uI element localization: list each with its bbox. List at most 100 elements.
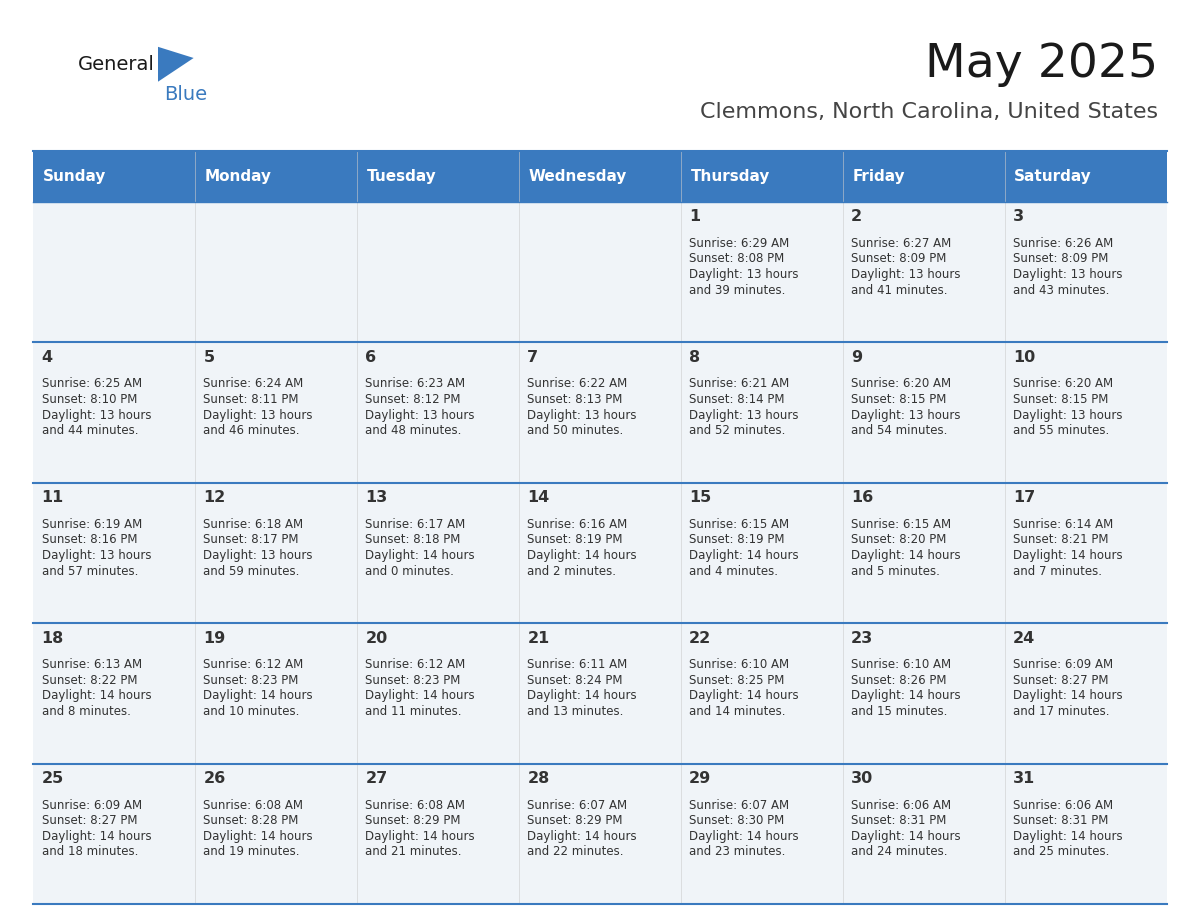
Text: Sunrise: 6:06 AM: Sunrise: 6:06 AM: [1013, 799, 1113, 812]
Bar: [681, 202, 842, 342]
Text: 19: 19: [203, 631, 226, 645]
Text: and 24 minutes.: and 24 minutes.: [851, 845, 948, 858]
Text: and 57 minutes.: and 57 minutes.: [42, 565, 138, 577]
Text: Sunrise: 6:26 AM: Sunrise: 6:26 AM: [1013, 237, 1113, 250]
Text: Sunday: Sunday: [43, 169, 106, 185]
Text: Daylight: 14 hours: Daylight: 14 hours: [203, 830, 314, 843]
Text: Daylight: 14 hours: Daylight: 14 hours: [851, 689, 961, 702]
Bar: [358, 623, 519, 764]
Text: Sunset: 8:20 PM: Sunset: 8:20 PM: [851, 533, 947, 546]
Text: Daylight: 14 hours: Daylight: 14 hours: [366, 689, 475, 702]
Bar: [1005, 342, 1167, 483]
Bar: [1005, 202, 1167, 342]
Text: Sunset: 8:12 PM: Sunset: 8:12 PM: [366, 393, 461, 406]
Text: Sunrise: 6:10 AM: Sunrise: 6:10 AM: [689, 658, 789, 671]
Text: Sunset: 8:15 PM: Sunset: 8:15 PM: [1013, 393, 1108, 406]
Text: 28: 28: [527, 771, 550, 786]
Text: 7: 7: [527, 350, 538, 364]
Text: 8: 8: [689, 350, 701, 364]
Text: Daylight: 14 hours: Daylight: 14 hours: [851, 830, 961, 843]
Text: Sunrise: 6:16 AM: Sunrise: 6:16 AM: [527, 518, 627, 531]
Text: Daylight: 13 hours: Daylight: 13 hours: [366, 409, 475, 421]
Text: and 44 minutes.: and 44 minutes.: [42, 424, 138, 437]
Text: Daylight: 13 hours: Daylight: 13 hours: [1013, 409, 1123, 421]
Text: Sunset: 8:29 PM: Sunset: 8:29 PM: [527, 814, 623, 827]
Text: and 0 minutes.: and 0 minutes.: [366, 565, 454, 577]
Text: Sunrise: 6:06 AM: Sunrise: 6:06 AM: [851, 799, 952, 812]
Text: Daylight: 14 hours: Daylight: 14 hours: [527, 689, 637, 702]
Text: Daylight: 13 hours: Daylight: 13 hours: [42, 409, 151, 421]
Bar: [33, 623, 195, 764]
Text: Sunrise: 6:14 AM: Sunrise: 6:14 AM: [1013, 518, 1113, 531]
Text: 27: 27: [366, 771, 387, 786]
Text: Sunrise: 6:19 AM: Sunrise: 6:19 AM: [42, 518, 141, 531]
Text: Sunset: 8:29 PM: Sunset: 8:29 PM: [366, 814, 461, 827]
Text: 11: 11: [42, 490, 64, 505]
Bar: [358, 483, 519, 623]
Text: General: General: [77, 55, 154, 73]
Text: Daylight: 14 hours: Daylight: 14 hours: [1013, 689, 1123, 702]
Text: Sunset: 8:09 PM: Sunset: 8:09 PM: [851, 252, 947, 265]
Text: Daylight: 14 hours: Daylight: 14 hours: [42, 830, 151, 843]
Text: Daylight: 13 hours: Daylight: 13 hours: [851, 409, 961, 421]
Text: 18: 18: [42, 631, 64, 645]
Text: 13: 13: [366, 490, 387, 505]
Text: Daylight: 14 hours: Daylight: 14 hours: [203, 689, 314, 702]
Bar: [195, 623, 358, 764]
Text: Sunset: 8:19 PM: Sunset: 8:19 PM: [689, 533, 785, 546]
Text: Sunset: 8:14 PM: Sunset: 8:14 PM: [689, 393, 785, 406]
Text: Daylight: 13 hours: Daylight: 13 hours: [203, 409, 312, 421]
Text: Sunset: 8:24 PM: Sunset: 8:24 PM: [527, 674, 623, 687]
Text: Sunrise: 6:29 AM: Sunrise: 6:29 AM: [689, 237, 790, 250]
Text: and 55 minutes.: and 55 minutes.: [1013, 424, 1110, 437]
Text: Sunset: 8:30 PM: Sunset: 8:30 PM: [689, 814, 784, 827]
Text: and 14 minutes.: and 14 minutes.: [689, 705, 785, 718]
Bar: [519, 764, 681, 904]
Bar: [33, 202, 195, 342]
Bar: [358, 202, 519, 342]
Text: and 48 minutes.: and 48 minutes.: [366, 424, 462, 437]
Text: 3: 3: [1013, 209, 1024, 224]
Text: Sunset: 8:23 PM: Sunset: 8:23 PM: [203, 674, 299, 687]
Text: Sunset: 8:28 PM: Sunset: 8:28 PM: [203, 814, 299, 827]
Text: and 59 minutes.: and 59 minutes.: [203, 565, 299, 577]
Bar: [1005, 764, 1167, 904]
Text: and 13 minutes.: and 13 minutes.: [527, 705, 624, 718]
Bar: [842, 342, 1005, 483]
Text: Monday: Monday: [204, 169, 272, 185]
Bar: [842, 764, 1005, 904]
Text: and 22 minutes.: and 22 minutes.: [527, 845, 624, 858]
Bar: [519, 623, 681, 764]
Text: Sunset: 8:22 PM: Sunset: 8:22 PM: [42, 674, 137, 687]
Text: and 4 minutes.: and 4 minutes.: [689, 565, 778, 577]
Text: Sunrise: 6:17 AM: Sunrise: 6:17 AM: [366, 518, 466, 531]
Text: Daylight: 13 hours: Daylight: 13 hours: [42, 549, 151, 562]
Text: and 7 minutes.: and 7 minutes.: [1013, 565, 1102, 577]
Text: and 8 minutes.: and 8 minutes.: [42, 705, 131, 718]
Text: and 15 minutes.: and 15 minutes.: [851, 705, 948, 718]
Text: 21: 21: [527, 631, 550, 645]
Text: Daylight: 14 hours: Daylight: 14 hours: [527, 830, 637, 843]
Text: 10: 10: [1013, 350, 1035, 364]
Bar: [33, 342, 195, 483]
Text: Sunrise: 6:08 AM: Sunrise: 6:08 AM: [203, 799, 303, 812]
Text: Sunrise: 6:12 AM: Sunrise: 6:12 AM: [366, 658, 466, 671]
Text: Daylight: 14 hours: Daylight: 14 hours: [689, 830, 798, 843]
Text: Daylight: 13 hours: Daylight: 13 hours: [689, 409, 798, 421]
Bar: [519, 342, 681, 483]
Bar: [358, 342, 519, 483]
Text: Sunset: 8:09 PM: Sunset: 8:09 PM: [1013, 252, 1108, 265]
Text: Sunrise: 6:27 AM: Sunrise: 6:27 AM: [851, 237, 952, 250]
Text: Sunrise: 6:08 AM: Sunrise: 6:08 AM: [366, 799, 466, 812]
Bar: [842, 623, 1005, 764]
Text: Sunset: 8:31 PM: Sunset: 8:31 PM: [1013, 814, 1108, 827]
Text: Daylight: 14 hours: Daylight: 14 hours: [689, 549, 798, 562]
Text: Sunrise: 6:11 AM: Sunrise: 6:11 AM: [527, 658, 627, 671]
Text: 25: 25: [42, 771, 64, 786]
Text: and 21 minutes.: and 21 minutes.: [366, 845, 462, 858]
Text: 9: 9: [851, 350, 862, 364]
Text: Daylight: 13 hours: Daylight: 13 hours: [1013, 268, 1123, 281]
Text: Daylight: 13 hours: Daylight: 13 hours: [689, 268, 798, 281]
Text: Sunset: 8:23 PM: Sunset: 8:23 PM: [366, 674, 461, 687]
Bar: [33, 151, 1167, 202]
